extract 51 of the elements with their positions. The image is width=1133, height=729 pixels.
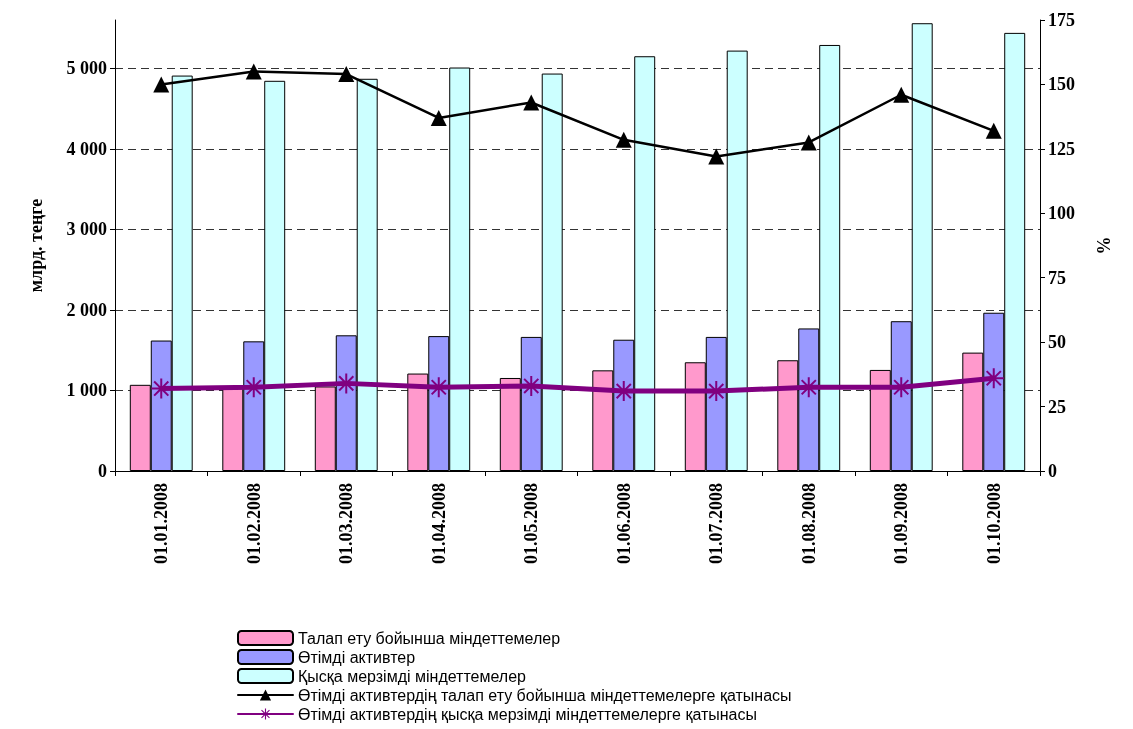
y-tick-label: 1 000 (66, 380, 107, 401)
y-tick-label: 0 (98, 461, 107, 481)
y2-tick-label: 0 (1048, 461, 1057, 481)
y2-tick-label: 75 (1048, 267, 1066, 288)
point (985, 122, 1002, 139)
y-tick-label: 3 000 (66, 219, 107, 240)
point (521, 375, 542, 396)
point (336, 373, 357, 394)
x-tick-label: 01.07.2008 (706, 483, 727, 564)
point (893, 86, 910, 103)
y2-tick-label: 125 (1048, 138, 1075, 159)
x-tick-label: 01.08.2008 (798, 483, 819, 564)
point (153, 76, 170, 93)
x-tick-label: 01.04.2008 (428, 483, 449, 564)
point (338, 66, 355, 83)
y-tick-label: 5 000 (66, 58, 107, 79)
point (708, 148, 725, 165)
point (615, 131, 632, 148)
x-tick-label: 01.10.2008 (983, 483, 1004, 564)
y2-tick-label: 150 (1048, 74, 1075, 95)
y-axis-title: млрд. теңге (26, 198, 46, 293)
legend-label: Қысқа мерзімді міндеттемелер (298, 667, 527, 685)
point (151, 378, 172, 399)
point (523, 94, 540, 111)
y2-tick-label: 25 (1048, 396, 1066, 417)
point (428, 377, 449, 398)
point (798, 377, 819, 398)
x-tick-label: 01.02.2008 (243, 483, 264, 564)
point (706, 381, 727, 402)
legend-label: Талап ету бойынша міндеттемелер (298, 629, 561, 647)
point (243, 377, 264, 398)
y-tick-label: 2 000 (66, 299, 107, 320)
y2-tick-label: 100 (1048, 203, 1075, 224)
point (800, 134, 817, 151)
legend-label: Өтімді активтердің қысқа мерзімді міндеттемелерге қатынасы (298, 705, 757, 723)
x-tick-label: 01.09.2008 (891, 483, 912, 564)
legend-label: Өтімді активтер (298, 648, 416, 666)
y2-tick-label: 50 (1048, 332, 1066, 353)
point (245, 63, 262, 80)
x-tick-label: 01.05.2008 (521, 483, 542, 564)
x-tick-label: 01.01.2008 (151, 483, 172, 564)
x-tick-label: 01.03.2008 (336, 483, 357, 564)
y2-tick-label: 175 (1048, 10, 1075, 30)
point (891, 377, 912, 398)
y2-axis-title: % (1094, 236, 1114, 255)
y-tick-label: 4 000 (66, 138, 107, 159)
legend-label: Өтімді активтердің талап ету бойынша міндеттемелерге қатынасы (298, 686, 792, 704)
point (983, 368, 1004, 389)
x-tick-label: 01.06.2008 (613, 483, 634, 564)
point (613, 381, 634, 402)
point (430, 109, 447, 126)
